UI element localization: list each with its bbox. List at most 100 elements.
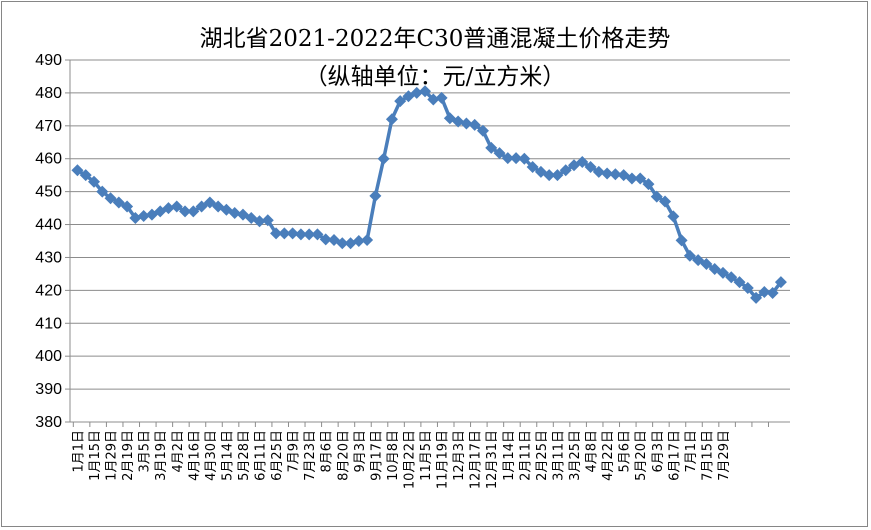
data-point-marker [311, 228, 324, 241]
data-point-marker [294, 228, 307, 241]
x-tick-label: 7月29日 [717, 430, 732, 481]
y-tick-label: 450 [35, 184, 62, 201]
data-point-marker [700, 258, 713, 271]
data-point-marker [96, 185, 109, 198]
data-point-marker [452, 115, 465, 128]
data-point-marker [88, 175, 100, 188]
x-tick-label: 1月1日 [71, 430, 86, 473]
data-point-marker [510, 152, 523, 165]
x-tick-label: 8月6日 [320, 430, 335, 473]
data-point-marker [228, 207, 241, 220]
data-point-marker [766, 286, 779, 299]
data-point-marker [485, 141, 498, 154]
data-point-marker [170, 200, 183, 213]
data-point-marker [121, 200, 134, 213]
data-point-marker [419, 85, 432, 98]
data-point-marker [592, 165, 605, 178]
x-tick-label: 7月1日 [684, 430, 699, 473]
y-tick-label: 470 [35, 118, 62, 135]
x-tick-label: 3月25日 [568, 430, 583, 481]
x-tick-label: 6月3日 [651, 430, 666, 473]
data-point-marker [71, 164, 84, 177]
data-point-marker [576, 156, 589, 169]
x-tick-label: 11月19日 [436, 430, 451, 489]
data-point-marker [518, 152, 531, 165]
x-tick-label: 5月20日 [634, 430, 649, 481]
x-tick-label: 12月31日 [485, 430, 500, 489]
x-tick-label: 10月22日 [402, 430, 417, 489]
data-point-marker [187, 205, 200, 218]
data-point-marker [683, 249, 696, 262]
x-tick-label: 4月2日 [171, 430, 186, 473]
x-tick-label: 9月3日 [353, 430, 368, 473]
data-point-marker [377, 152, 390, 165]
data-point-marker [725, 271, 738, 284]
x-tick-label: 4月30日 [204, 430, 219, 481]
data-point-marker [319, 233, 332, 246]
y-tick-label: 400 [35, 348, 62, 365]
data-point-marker [460, 117, 473, 130]
data-point-marker [253, 215, 266, 228]
x-tick-label: 7月9日 [287, 430, 302, 473]
data-point-marker [278, 227, 291, 240]
data-point-marker [741, 282, 754, 295]
data-point-marker [179, 205, 192, 218]
data-point-marker [584, 160, 597, 173]
data-point-marker [286, 227, 299, 240]
x-tick-label: 11月5日 [419, 430, 434, 481]
data-point-marker [476, 124, 489, 137]
x-tick-label: 3月5日 [138, 430, 153, 473]
data-point-marker [203, 196, 216, 209]
data-point-marker [361, 234, 374, 247]
y-tick-label: 460 [35, 151, 62, 168]
x-tick-label: 1月29日 [105, 430, 120, 481]
data-point-marker [410, 86, 423, 99]
chart-title: 湖北省2021-2022年C30普通混凝土价格走势 [200, 26, 671, 52]
data-point-marker [609, 168, 622, 181]
data-point-marker [385, 113, 398, 126]
x-tick-label: 6月11日 [254, 430, 269, 481]
y-tick-label: 490 [35, 52, 62, 69]
x-tick-label: 12月17日 [469, 430, 484, 489]
x-tick-label: 4月22日 [601, 430, 616, 481]
x-tick-label: 6月17日 [667, 430, 682, 481]
x-tick-label: 7月23日 [303, 430, 318, 481]
data-point-marker [468, 118, 481, 131]
data-point-marker [435, 91, 448, 104]
data-point-marker [394, 95, 407, 108]
data-point-marker [112, 196, 125, 209]
data-point-marker [634, 172, 647, 185]
x-tick-label: 1月14日 [502, 430, 517, 481]
data-point-marker [750, 291, 763, 304]
x-tick-label: 3月19日 [154, 430, 169, 481]
y-tick-label: 410 [35, 315, 62, 332]
x-tick-label: 9月17日 [369, 430, 384, 481]
data-point-marker [303, 228, 316, 241]
data-point-marker [667, 210, 680, 223]
x-tick-label: 2月11日 [518, 430, 533, 481]
data-point-marker [692, 254, 705, 267]
data-point-marker [650, 190, 663, 203]
data-point-marker [526, 160, 539, 173]
x-tick-label: 5月28日 [237, 430, 252, 481]
data-point-marker [708, 262, 721, 275]
data-point-marker [104, 192, 117, 205]
x-tick-label: 3月11日 [551, 430, 566, 481]
data-point-marker [642, 178, 655, 191]
x-tick-label: 6月25日 [270, 430, 285, 481]
x-tick-label: 1月15日 [88, 430, 103, 481]
data-point-marker [261, 214, 274, 227]
data-point-marker [625, 172, 638, 185]
data-point-marker [369, 189, 382, 202]
y-tick-label: 430 [35, 249, 62, 266]
y-tick-label: 390 [35, 381, 62, 398]
data-point-marker [551, 169, 564, 182]
x-tick-label: 5月6日 [618, 430, 633, 473]
data-point-marker [543, 169, 556, 182]
data-point-marker [601, 167, 614, 180]
y-tick-label: 480 [35, 85, 62, 102]
x-tick-label: 2月19日 [121, 430, 136, 481]
data-point-marker [493, 147, 506, 160]
